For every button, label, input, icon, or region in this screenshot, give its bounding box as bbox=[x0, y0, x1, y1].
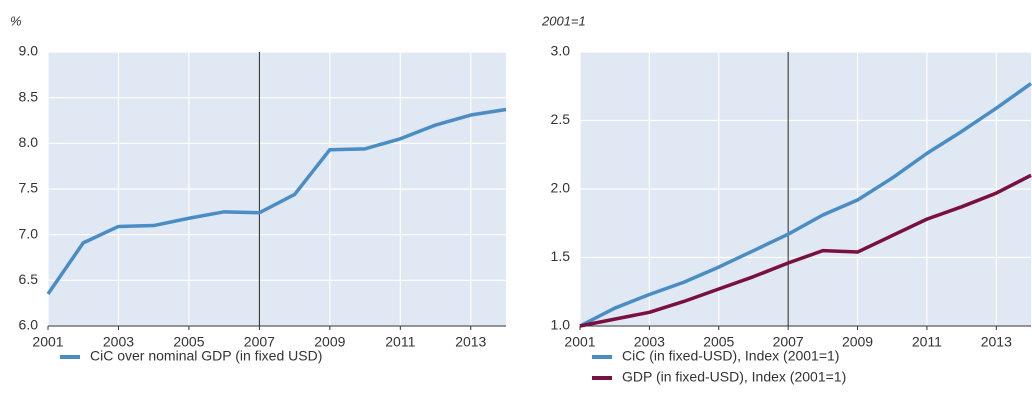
legend-swatch bbox=[592, 376, 612, 380]
x-tick-label: 2005 bbox=[173, 334, 204, 350]
chart: 2001=1 1.0 1.5 2.0 2.5 3.0 2001 2003 2005 2007 200… bbox=[541, 13, 1032, 385]
x-tick-label: 2003 bbox=[103, 334, 134, 350]
x-tick-label: 2013 bbox=[455, 334, 486, 350]
series-line bbox=[46, 107, 507, 296]
y-tick-label: 9.0 bbox=[19, 43, 39, 59]
y-tick-label: 2.5 bbox=[551, 111, 571, 127]
y-tick-label: 1.0 bbox=[551, 317, 571, 333]
y-tick-label: 6.5 bbox=[19, 271, 39, 287]
y-tick-label: 1.5 bbox=[551, 248, 571, 264]
y-tick-label: 7.0 bbox=[19, 225, 39, 241]
y-tick-label: 8.0 bbox=[19, 134, 39, 150]
x-tick-label: 2007 bbox=[773, 334, 804, 350]
x-tick-label: 2013 bbox=[981, 334, 1012, 350]
x-tick-label: 2005 bbox=[703, 334, 734, 350]
x-tick-label: 2009 bbox=[842, 334, 873, 350]
legend-label: CiC (in fixed-USD), Index (2001=1) bbox=[622, 348, 839, 364]
legend-swatch bbox=[60, 355, 80, 359]
x-tick-label: 2011 bbox=[385, 334, 415, 350]
y-tick-label: 3.0 bbox=[551, 43, 571, 59]
series-line bbox=[579, 173, 1032, 328]
x-tick-label: 2009 bbox=[314, 334, 345, 350]
y-tick-label: 2.0 bbox=[551, 180, 571, 196]
y-unit: % bbox=[10, 13, 22, 28]
x-tick-label: 2003 bbox=[634, 334, 665, 350]
legend-swatch bbox=[592, 355, 612, 359]
x-tick-label: 2001 bbox=[32, 334, 63, 350]
y-tick-label: 7.5 bbox=[19, 180, 39, 196]
x-tick-label: 2011 bbox=[912, 334, 942, 350]
x-tick-label: 2007 bbox=[244, 334, 275, 350]
chart: % 6.0 6.5 7.0 7.5 8.0 8.5 9.0 2001 2003 2005 2007 20… bbox=[10, 13, 507, 364]
y-unit: 2001=1 bbox=[541, 13, 586, 28]
series-line bbox=[579, 82, 1032, 328]
legend-label: CiC over nominal GDP (in fixed USD) bbox=[90, 348, 322, 364]
legend-label: GDP (in fixed-USD), Index (2001=1) bbox=[622, 369, 846, 385]
y-tick-label: 8.5 bbox=[19, 88, 39, 104]
y-tick-label: 6.0 bbox=[19, 317, 39, 333]
x-tick-label: 2001 bbox=[564, 334, 595, 350]
